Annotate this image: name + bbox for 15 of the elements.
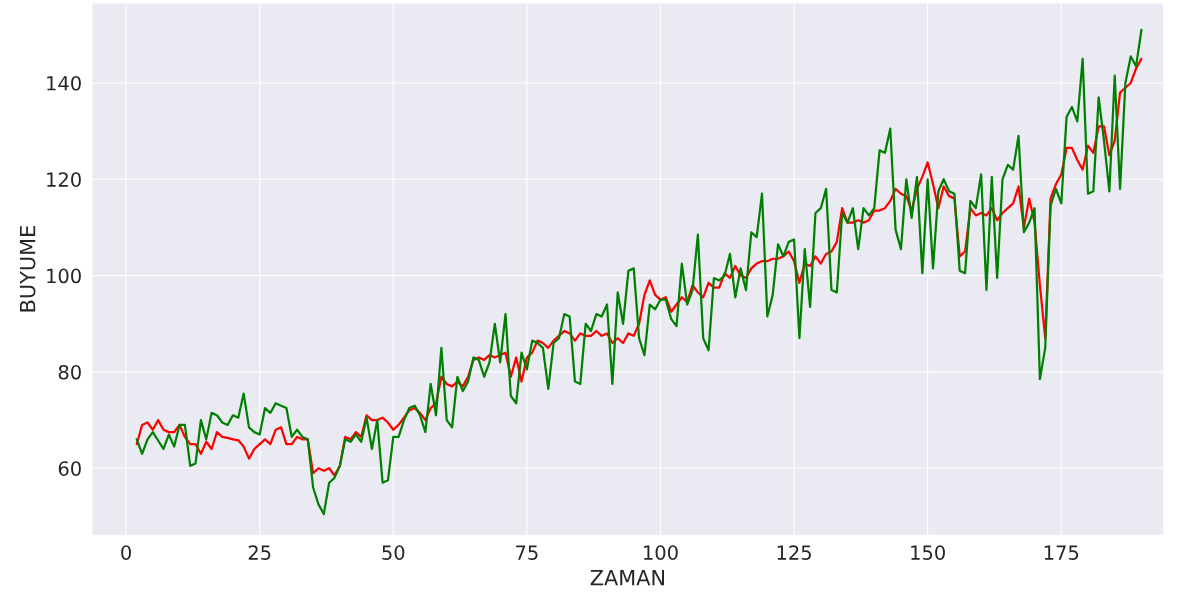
y-tick-label: 100	[47, 268, 81, 284]
x-tick-label: 25	[248, 545, 271, 560]
y-tick-label: 80	[58, 364, 81, 380]
y-tick-label: 120	[47, 172, 81, 187]
x-tick-label: 175	[1044, 545, 1079, 560]
x-tick-label: 75	[516, 545, 538, 560]
y-tick-label: 140	[47, 75, 81, 91]
x-tick-label: 100	[644, 545, 678, 560]
x-tick-label: 0	[121, 545, 131, 560]
x-tick-label: 150	[911, 545, 945, 560]
x-tick-label: 125	[777, 545, 811, 560]
y-tick-label: 60	[58, 461, 81, 476]
x-tick-label: 50	[382, 545, 405, 560]
x-axis-title: ZAMAN	[590, 569, 664, 586]
y-axis-title: BUYUME	[19, 226, 36, 312]
